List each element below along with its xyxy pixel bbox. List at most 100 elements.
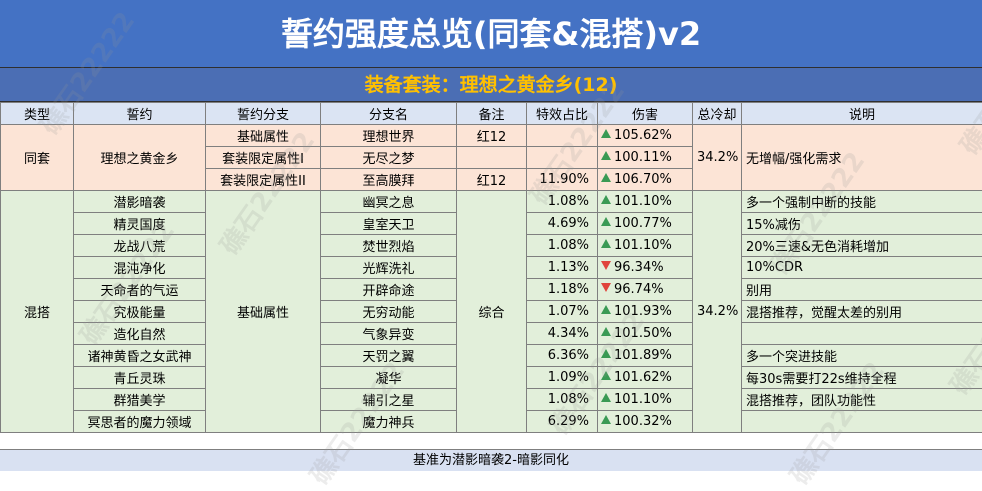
note-cell[interactable]: 混搭推荐，觉醒太差的别用 bbox=[742, 301, 982, 323]
ratio-cell[interactable]: 1.18% bbox=[527, 279, 598, 301]
damage-cell[interactable]: 96.34% bbox=[598, 257, 693, 279]
cooldown-cell[interactable]: 34.2% bbox=[693, 125, 742, 191]
ratio-cell[interactable]: 4.69% bbox=[527, 213, 598, 235]
branch-name-cell[interactable]: 光辉洗礼 bbox=[321, 257, 457, 279]
header-pact[interactable]: 誓约 bbox=[74, 103, 206, 125]
header-row: 类型 誓约 誓约分支 分支名 备注 特效占比 伤害 总冷却 说明 bbox=[1, 103, 982, 125]
damage-cell[interactable]: 101.10% bbox=[598, 235, 693, 257]
header-remark[interactable]: 备注 bbox=[457, 103, 527, 125]
branch-name-cell[interactable]: 理想世界 bbox=[321, 125, 457, 147]
header-note[interactable]: 说明 bbox=[742, 103, 982, 125]
cooldown-cell[interactable]: 34.2% bbox=[693, 191, 742, 433]
branch-name-cell[interactable]: 辅引之星 bbox=[321, 389, 457, 411]
pact-cell[interactable]: 群猎美学 bbox=[74, 389, 206, 411]
page-title: 誓约强度总览(同套&混搭)v2 bbox=[0, 0, 982, 68]
ratio-cell[interactable]: 1.07% bbox=[527, 301, 598, 323]
damage-cell[interactable]: 101.10% bbox=[598, 191, 693, 213]
ratio-cell[interactable]: 4.34% bbox=[527, 323, 598, 345]
pact-cell[interactable]: 龙战八荒 bbox=[74, 235, 206, 257]
pact-cell[interactable]: 冥思者的魔力领域 bbox=[74, 411, 206, 433]
branch-name-cell[interactable]: 开辟命途 bbox=[321, 279, 457, 301]
damage-cell[interactable]: 100.32% bbox=[598, 411, 693, 433]
branch-name-cell[interactable]: 魔力神兵 bbox=[321, 411, 457, 433]
damage-value: 96.34% bbox=[614, 260, 664, 275]
damage-cell[interactable]: 101.62% bbox=[598, 367, 693, 389]
damage-value: 101.10% bbox=[614, 392, 672, 407]
ratio-cell[interactable]: 1.08% bbox=[527, 389, 598, 411]
ratio-cell[interactable] bbox=[527, 147, 598, 169]
note-cell[interactable]: 10%CDR bbox=[742, 257, 982, 279]
pact-cell[interactable]: 理想之黄金乡 bbox=[74, 125, 206, 191]
damage-cell[interactable]: 101.93% bbox=[598, 301, 693, 323]
pact-cell[interactable]: 诸神黄昏之女武神 bbox=[74, 345, 206, 367]
arrow-up-icon bbox=[601, 393, 611, 402]
branch-name-cell[interactable]: 皇室天卫 bbox=[321, 213, 457, 235]
note-cell[interactable]: 每30s需要打22s维持全程 bbox=[742, 367, 982, 389]
note-cell[interactable]: 别用 bbox=[742, 279, 982, 301]
branch-name-cell[interactable]: 幽冥之息 bbox=[321, 191, 457, 213]
branch-cell[interactable]: 套装限定属性I bbox=[206, 147, 321, 169]
damage-cell[interactable]: 106.70% bbox=[598, 169, 693, 191]
header-type[interactable]: 类型 bbox=[1, 103, 74, 125]
note-cell[interactable]: 多一个强制中断的技能 bbox=[742, 191, 982, 213]
ratio-cell[interactable]: 1.13% bbox=[527, 257, 598, 279]
note-cell[interactable]: 多一个突进技能 bbox=[742, 345, 982, 367]
branch-name-cell[interactable]: 焚世烈焰 bbox=[321, 235, 457, 257]
ratio-cell[interactable] bbox=[527, 125, 598, 147]
ratio-cell[interactable]: 1.09% bbox=[527, 367, 598, 389]
branch-name-cell[interactable]: 至高膜拜 bbox=[321, 169, 457, 191]
pact-cell[interactable]: 潜影暗袭 bbox=[74, 191, 206, 213]
note-cell[interactable] bbox=[742, 323, 982, 345]
branch-name-cell[interactable]: 无穷动能 bbox=[321, 301, 457, 323]
header-ratio[interactable]: 特效占比 bbox=[527, 103, 598, 125]
ratio-cell[interactable]: 1.08% bbox=[527, 191, 598, 213]
ratio-cell[interactable]: 1.08% bbox=[527, 235, 598, 257]
remark-cell[interactable]: 综合 bbox=[457, 191, 527, 433]
arrow-up-icon bbox=[601, 195, 611, 204]
ratio-cell[interactable]: 6.29% bbox=[527, 411, 598, 433]
note-cell[interactable]: 20%三速&无色消耗增加 bbox=[742, 235, 982, 257]
branch-name-cell[interactable]: 无尽之梦 bbox=[321, 147, 457, 169]
note-cell[interactable]: 无增幅/强化需求 bbox=[742, 125, 982, 191]
pact-cell[interactable]: 混沌净化 bbox=[74, 257, 206, 279]
branch-cell[interactable]: 基础属性 bbox=[206, 125, 321, 147]
arrow-up-icon bbox=[601, 371, 611, 380]
damage-cell[interactable]: 96.74% bbox=[598, 279, 693, 301]
pact-cell[interactable]: 精灵国度 bbox=[74, 213, 206, 235]
branch-cell[interactable]: 套装限定属性II bbox=[206, 169, 321, 191]
damage-value: 100.77% bbox=[614, 216, 672, 231]
damage-cell[interactable]: 100.77% bbox=[598, 213, 693, 235]
pact-cell[interactable]: 天命者的气运 bbox=[74, 279, 206, 301]
header-cooldown[interactable]: 总冷却 bbox=[693, 103, 742, 125]
arrow-up-icon bbox=[601, 327, 611, 336]
damage-cell[interactable]: 101.89% bbox=[598, 345, 693, 367]
remark-cell[interactable] bbox=[457, 147, 527, 169]
branch-name-cell[interactable]: 凝华 bbox=[321, 367, 457, 389]
pact-cell[interactable]: 究极能量 bbox=[74, 301, 206, 323]
pact-cell[interactable]: 造化自然 bbox=[74, 323, 206, 345]
header-branch[interactable]: 誓约分支 bbox=[206, 103, 321, 125]
remark-cell[interactable]: 红12 bbox=[457, 169, 527, 191]
damage-cell[interactable]: 105.62% bbox=[598, 125, 693, 147]
pact-cell[interactable]: 青丘灵珠 bbox=[74, 367, 206, 389]
branch-cell[interactable]: 基础属性 bbox=[206, 191, 321, 433]
note-cell[interactable] bbox=[742, 411, 982, 433]
arrow-up-icon bbox=[601, 217, 611, 226]
note-cell[interactable]: 混搭推荐，团队功能性 bbox=[742, 389, 982, 411]
damage-cell[interactable]: 101.10% bbox=[598, 389, 693, 411]
note-cell[interactable]: 15%减伤 bbox=[742, 213, 982, 235]
remark-cell[interactable]: 红12 bbox=[457, 125, 527, 147]
header-branch-name[interactable]: 分支名 bbox=[321, 103, 457, 125]
branch-name-cell[interactable]: 天罚之翼 bbox=[321, 345, 457, 367]
arrow-up-icon bbox=[601, 173, 611, 182]
damage-cell[interactable]: 100.11% bbox=[598, 147, 693, 169]
damage-cell[interactable]: 101.50% bbox=[598, 323, 693, 345]
ratio-cell[interactable]: 11.90% bbox=[527, 169, 598, 191]
branch-name-cell[interactable]: 气象异变 bbox=[321, 323, 457, 345]
type-cell[interactable]: 同套 bbox=[1, 125, 74, 191]
ratio-cell[interactable]: 6.36% bbox=[527, 345, 598, 367]
type-cell[interactable]: 混搭 bbox=[1, 191, 74, 433]
arrow-up-icon bbox=[601, 239, 611, 248]
header-damage[interactable]: 伤害 bbox=[598, 103, 693, 125]
